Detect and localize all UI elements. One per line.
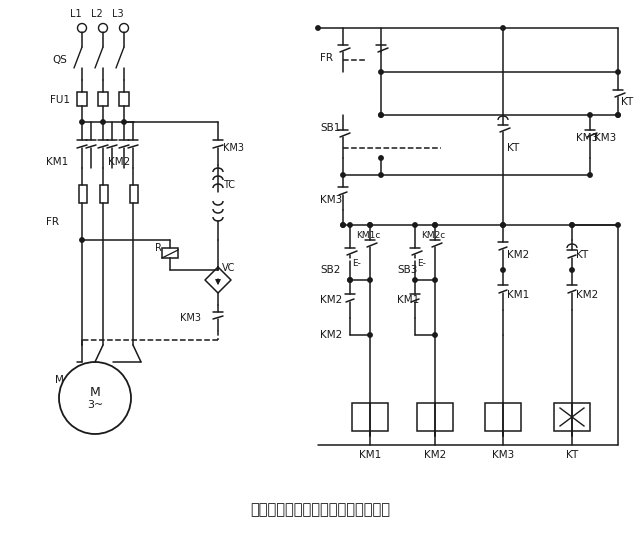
- Text: KM1c: KM1c: [356, 231, 380, 239]
- Text: FR: FR: [46, 217, 59, 227]
- Text: KM1: KM1: [46, 157, 68, 167]
- Circle shape: [501, 268, 505, 272]
- Circle shape: [59, 362, 131, 434]
- Circle shape: [379, 113, 383, 117]
- Text: KM1: KM1: [507, 290, 529, 300]
- Circle shape: [616, 113, 620, 117]
- Bar: [79, 185, 87, 203]
- Circle shape: [616, 70, 620, 74]
- Text: E-: E-: [417, 259, 426, 267]
- Bar: [554, 403, 590, 431]
- Circle shape: [588, 113, 592, 117]
- Circle shape: [341, 223, 345, 227]
- Text: KM2: KM2: [320, 330, 342, 340]
- Circle shape: [120, 24, 129, 32]
- Circle shape: [368, 278, 372, 282]
- Text: L3: L3: [112, 9, 124, 19]
- Circle shape: [348, 278, 352, 282]
- Text: L2: L2: [91, 9, 103, 19]
- Bar: [119, 92, 129, 106]
- Bar: [98, 92, 108, 106]
- Text: KM1: KM1: [397, 295, 419, 305]
- Bar: [77, 92, 87, 106]
- Text: KM3: KM3: [180, 313, 201, 323]
- Text: KM3: KM3: [576, 133, 598, 143]
- Text: 3~: 3~: [87, 400, 103, 410]
- Circle shape: [341, 223, 345, 227]
- Circle shape: [368, 333, 372, 337]
- Circle shape: [501, 26, 505, 30]
- Text: M: M: [55, 375, 64, 385]
- Text: R: R: [155, 243, 161, 253]
- Circle shape: [122, 120, 126, 124]
- Text: SB1: SB1: [320, 123, 340, 133]
- Text: SB3: SB3: [397, 265, 417, 275]
- Circle shape: [616, 113, 620, 117]
- Bar: [130, 185, 138, 203]
- Text: M: M: [90, 386, 100, 400]
- Bar: [162, 248, 178, 258]
- Circle shape: [433, 278, 437, 282]
- Text: KM3: KM3: [320, 195, 342, 205]
- Circle shape: [379, 173, 383, 177]
- Text: FR: FR: [320, 53, 333, 63]
- Text: KT: KT: [621, 97, 633, 107]
- Circle shape: [501, 223, 505, 227]
- Circle shape: [413, 278, 417, 282]
- Circle shape: [433, 223, 437, 227]
- Circle shape: [570, 223, 574, 227]
- Text: KM3: KM3: [492, 450, 514, 460]
- Circle shape: [433, 333, 437, 337]
- Circle shape: [77, 24, 86, 32]
- Circle shape: [80, 238, 84, 242]
- Circle shape: [570, 223, 574, 227]
- Circle shape: [80, 120, 84, 124]
- Text: KM1: KM1: [359, 450, 381, 460]
- Text: KM3: KM3: [223, 143, 244, 153]
- Circle shape: [368, 223, 372, 227]
- Circle shape: [101, 120, 105, 124]
- Circle shape: [379, 113, 383, 117]
- Circle shape: [368, 223, 372, 227]
- Text: VC: VC: [222, 263, 236, 273]
- Text: FU1: FU1: [50, 95, 70, 105]
- Text: KT: KT: [566, 450, 578, 460]
- Circle shape: [341, 173, 345, 177]
- Text: KM2c: KM2c: [421, 231, 445, 239]
- Text: 电动机可逆运行的能耗制动控制线路: 电动机可逆运行的能耗制动控制线路: [250, 502, 390, 518]
- Circle shape: [433, 223, 437, 227]
- Text: L1: L1: [70, 9, 82, 19]
- Bar: [352, 403, 388, 431]
- Bar: [100, 185, 108, 203]
- Text: KT: KT: [507, 143, 519, 153]
- Text: E-: E-: [352, 259, 361, 267]
- Bar: [417, 403, 453, 431]
- Circle shape: [570, 268, 574, 272]
- Text: KM2: KM2: [424, 450, 446, 460]
- Text: KM2: KM2: [576, 290, 598, 300]
- Circle shape: [348, 278, 352, 282]
- Circle shape: [379, 70, 383, 74]
- Text: KT: KT: [576, 250, 588, 260]
- Text: TC: TC: [223, 180, 235, 190]
- Circle shape: [316, 26, 320, 30]
- Circle shape: [413, 223, 417, 227]
- Bar: [485, 403, 521, 431]
- Text: KM2: KM2: [320, 295, 342, 305]
- Text: KM3: KM3: [594, 133, 616, 143]
- Circle shape: [99, 24, 108, 32]
- Circle shape: [616, 223, 620, 227]
- Text: KM2: KM2: [507, 250, 529, 260]
- Circle shape: [379, 156, 383, 160]
- Text: KM2: KM2: [108, 157, 131, 167]
- Circle shape: [588, 173, 592, 177]
- Text: SB2: SB2: [320, 265, 340, 275]
- Circle shape: [348, 223, 352, 227]
- Circle shape: [501, 223, 505, 227]
- Text: QS: QS: [52, 55, 67, 65]
